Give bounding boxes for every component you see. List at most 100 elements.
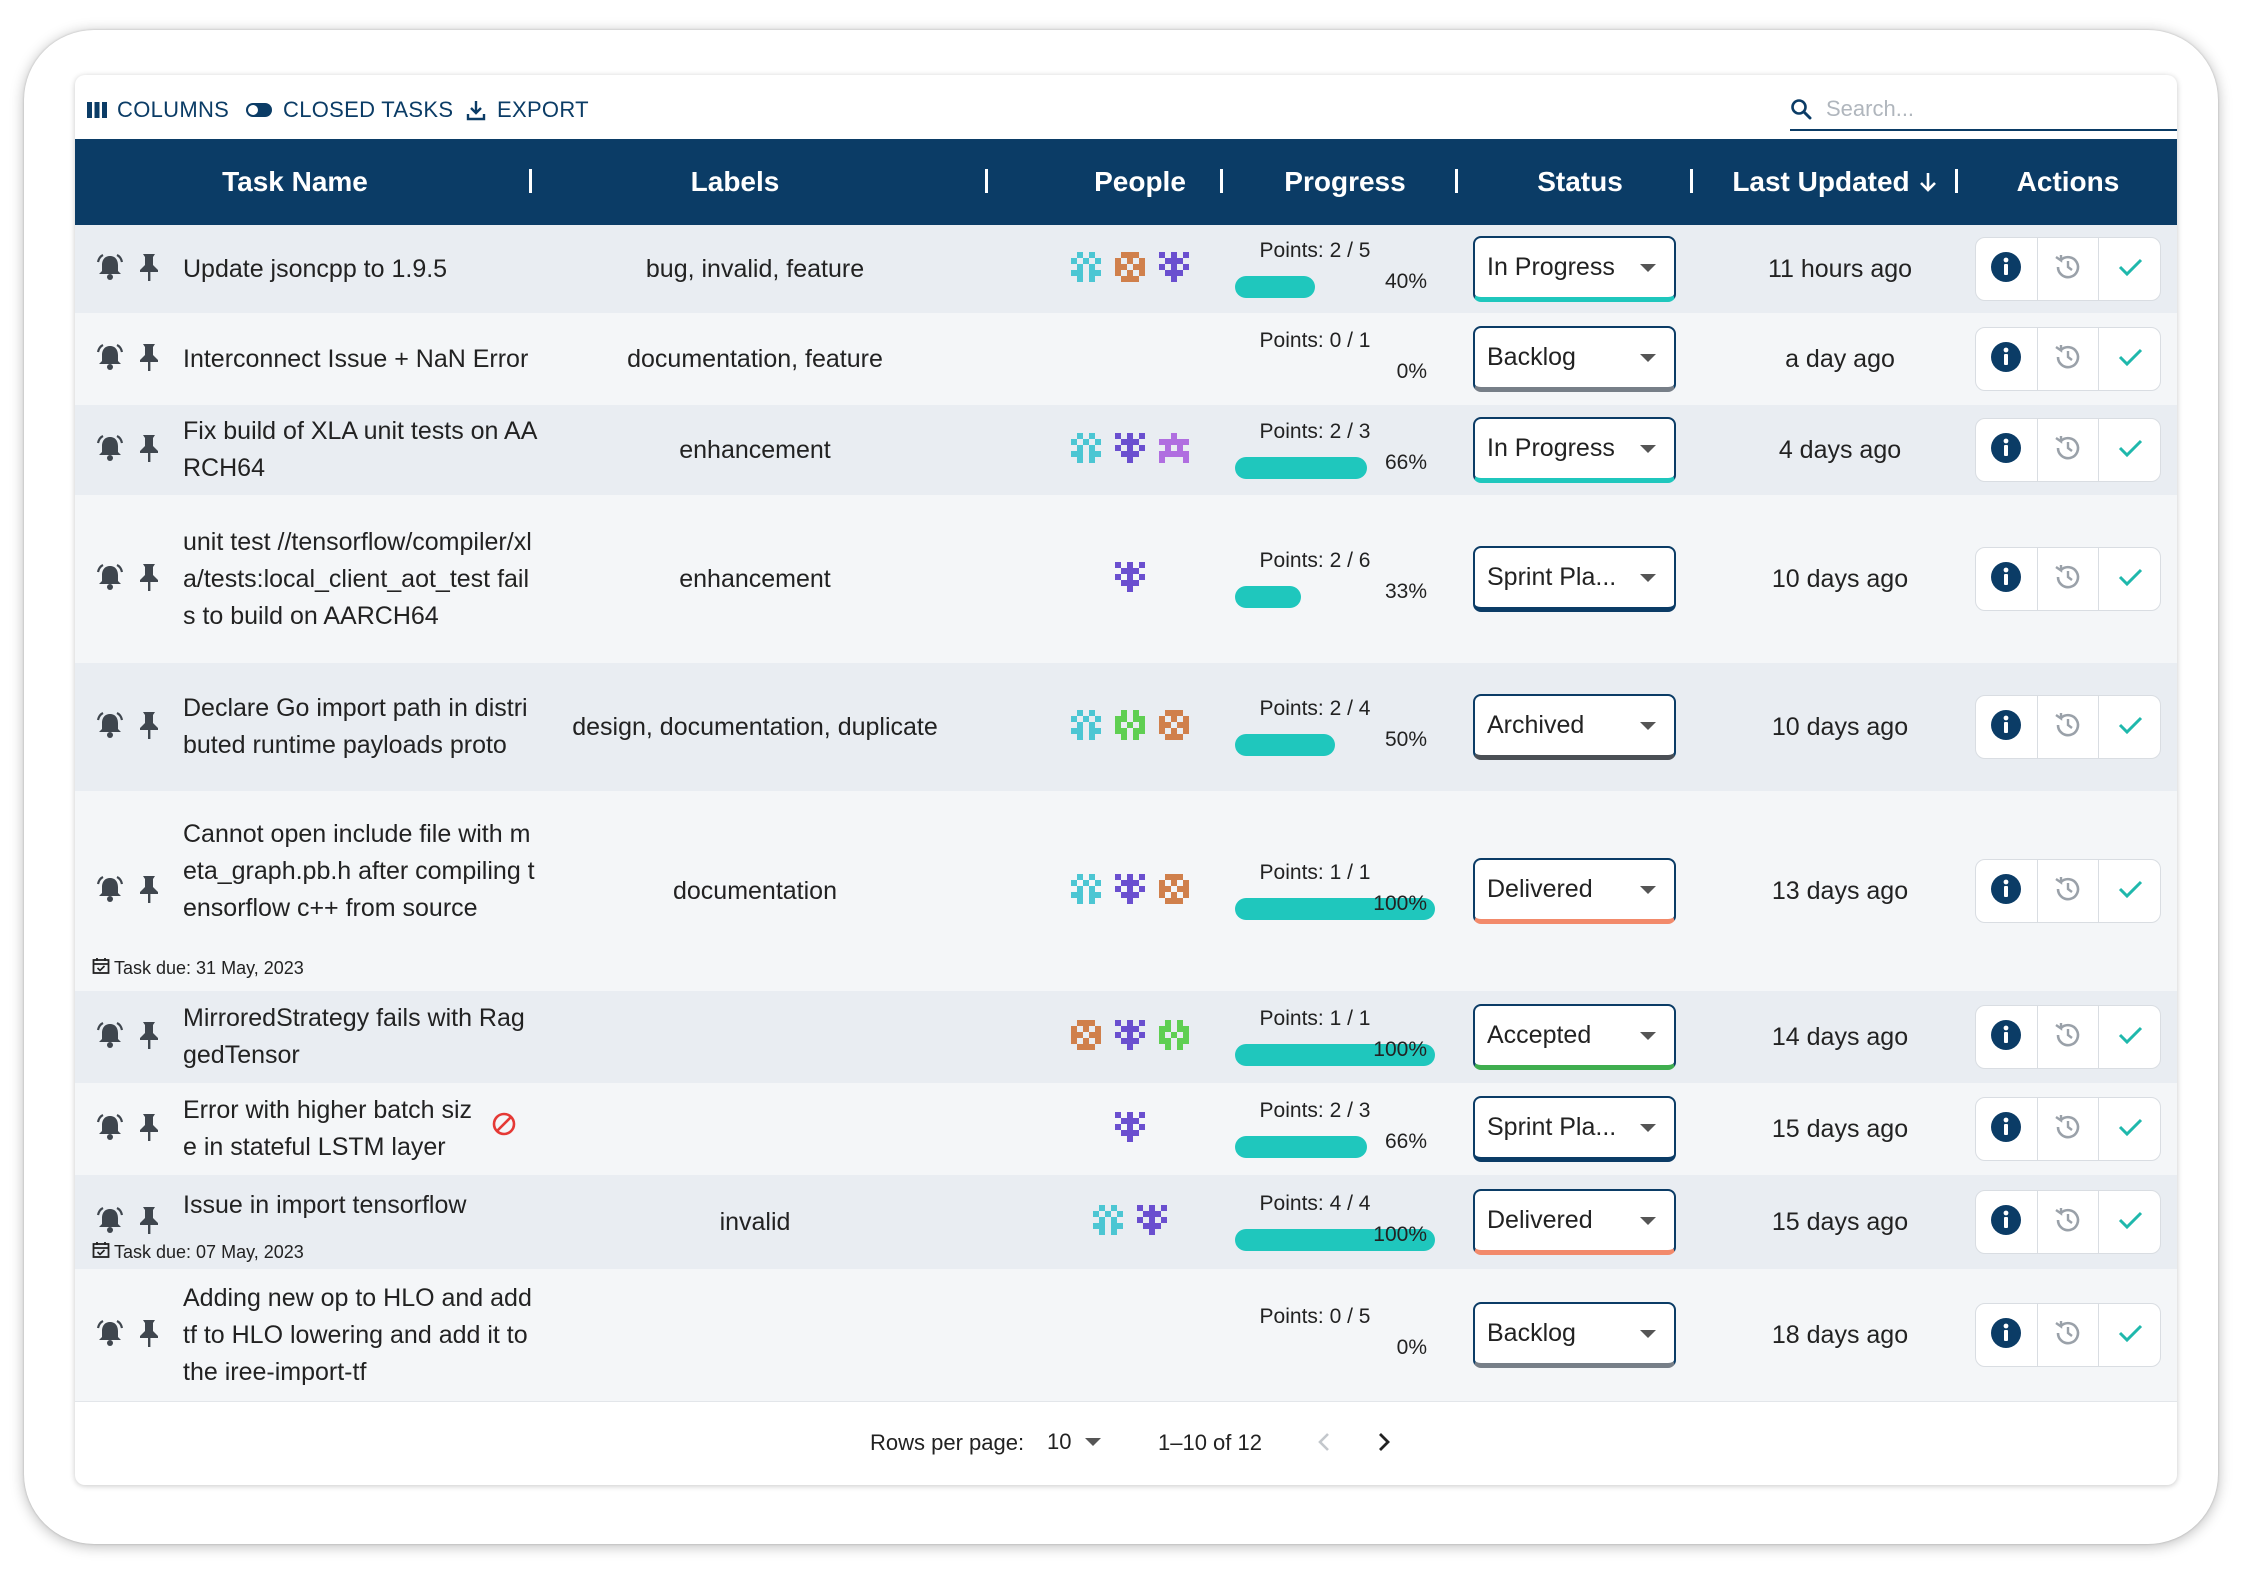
header-people[interactable]: People <box>1055 139 1225 225</box>
status-select[interactable]: Delivered <box>1473 858 1676 924</box>
task-name[interactable]: Error with higher batch size in stateful… <box>183 1096 473 1161</box>
pin-icon[interactable] <box>137 710 161 745</box>
history-button[interactable] <box>2036 419 2099 481</box>
header-task-name[interactable]: Task Name <box>145 139 445 225</box>
avatar[interactable] <box>1158 873 1190 910</box>
header-last-updated[interactable]: Last Updated <box>1710 139 1960 225</box>
status-select[interactable]: Delivered <box>1473 1189 1676 1255</box>
bell-icon[interactable] <box>95 433 125 468</box>
column-resize-handle[interactable] <box>529 169 532 193</box>
pin-icon[interactable] <box>137 1020 161 1055</box>
search-input[interactable] <box>1824 95 2128 123</box>
complete-button[interactable] <box>2098 1191 2160 1253</box>
history-button[interactable] <box>2036 1098 2099 1160</box>
info-button[interactable] <box>1976 1191 2037 1253</box>
task-name[interactable]: Update jsoncpp to 1.9.5 <box>183 254 448 283</box>
bell-icon[interactable] <box>95 1205 125 1240</box>
task-name[interactable]: unit test //tensorflow/compiler/xla/test… <box>183 527 532 630</box>
history-button[interactable] <box>2036 860 2099 922</box>
complete-button[interactable] <box>2098 238 2160 300</box>
column-resize-handle[interactable] <box>1455 169 1458 193</box>
task-name[interactable]: Interconnect Issue + NaN Error <box>183 344 529 373</box>
avatar[interactable] <box>1114 1019 1146 1056</box>
next-page-icon[interactable] <box>1373 1430 1393 1454</box>
complete-button[interactable] <box>2098 328 2160 390</box>
history-button[interactable] <box>2036 1304 2099 1366</box>
history-button[interactable] <box>2036 1191 2099 1253</box>
history-button[interactable] <box>2036 548 2099 610</box>
status-select[interactable]: In Progress <box>1473 236 1676 302</box>
bell-icon[interactable] <box>95 252 125 287</box>
task-name[interactable]: Fix build of XLA unit tests on AARCH64 <box>183 417 538 482</box>
rows-per-page-select[interactable]: 10 <box>1047 1426 1102 1458</box>
avatar[interactable] <box>1136 1204 1168 1241</box>
pin-icon[interactable] <box>137 874 161 909</box>
avatar[interactable] <box>1114 251 1146 288</box>
info-button[interactable] <box>1976 696 2037 758</box>
info-button[interactable] <box>1976 238 2037 300</box>
header-progress[interactable]: Progress <box>1255 139 1435 225</box>
task-name[interactable]: Issue in import tensorflow <box>183 1190 467 1219</box>
previous-page-icon[interactable] <box>1315 1430 1335 1454</box>
history-button[interactable] <box>2036 328 2099 390</box>
export-button[interactable]: EXPORT <box>465 95 589 125</box>
avatar[interactable] <box>1070 432 1102 469</box>
header-status[interactable]: Status <box>1495 139 1665 225</box>
sort-descending-icon[interactable] <box>1918 171 1938 193</box>
avatar[interactable] <box>1114 561 1146 598</box>
pin-icon[interactable] <box>137 433 161 468</box>
avatar[interactable] <box>1114 873 1146 910</box>
pin-icon[interactable] <box>137 252 161 287</box>
status-select[interactable]: Backlog <box>1473 1302 1676 1368</box>
avatar[interactable] <box>1158 432 1190 469</box>
columns-button[interactable]: COLUMNS <box>87 95 229 125</box>
bell-icon[interactable] <box>95 562 125 597</box>
avatar[interactable] <box>1070 873 1102 910</box>
pin-icon[interactable] <box>137 1318 161 1353</box>
info-button[interactable] <box>1976 1098 2037 1160</box>
avatar[interactable] <box>1092 1204 1124 1241</box>
history-button[interactable] <box>2036 1006 2099 1068</box>
complete-button[interactable] <box>2098 860 2160 922</box>
task-name[interactable]: Cannot open include file with meta_graph… <box>183 819 535 922</box>
status-select[interactable]: Backlog <box>1473 326 1676 392</box>
avatar[interactable] <box>1070 251 1102 288</box>
task-name[interactable]: MirroredStrategy fails with RaggedTensor <box>183 1004 525 1069</box>
task-name[interactable]: Adding new op to HLO and add tf to HLO l… <box>183 1283 532 1386</box>
column-resize-handle[interactable] <box>1955 169 1958 193</box>
column-resize-handle[interactable] <box>985 169 988 193</box>
history-button[interactable] <box>2036 696 2099 758</box>
status-select[interactable]: Sprint Pla... <box>1473 1096 1676 1162</box>
status-select[interactable]: In Progress <box>1473 417 1676 483</box>
bell-icon[interactable] <box>95 342 125 377</box>
avatar[interactable] <box>1158 709 1190 746</box>
bell-icon[interactable] <box>95 1020 125 1055</box>
pin-icon[interactable] <box>137 1112 161 1147</box>
avatar[interactable] <box>1070 1019 1102 1056</box>
bell-icon[interactable] <box>95 1112 125 1147</box>
info-button[interactable] <box>1976 1304 2037 1366</box>
status-select[interactable]: Archived <box>1473 694 1676 760</box>
avatar[interactable] <box>1114 1111 1146 1148</box>
closed-tasks-toggle[interactable]: CLOSED TASKS <box>245 95 453 125</box>
complete-button[interactable] <box>2098 419 2160 481</box>
status-select[interactable]: Accepted <box>1473 1004 1676 1070</box>
complete-button[interactable] <box>2098 1006 2160 1068</box>
task-name[interactable]: Declare Go import path in distributed ru… <box>183 694 528 759</box>
column-resize-handle[interactable] <box>1220 169 1223 193</box>
complete-button[interactable] <box>2098 548 2160 610</box>
pin-icon[interactable] <box>137 342 161 377</box>
pin-icon[interactable] <box>137 1205 161 1240</box>
bell-icon[interactable] <box>95 1318 125 1353</box>
pin-icon[interactable] <box>137 562 161 597</box>
status-select[interactable]: Sprint Pla... <box>1473 546 1676 612</box>
info-button[interactable] <box>1976 860 2037 922</box>
bell-icon[interactable] <box>95 710 125 745</box>
info-button[interactable] <box>1976 548 2037 610</box>
info-button[interactable] <box>1976 328 2037 390</box>
info-button[interactable] <box>1976 419 2037 481</box>
info-button[interactable] <box>1976 1006 2037 1068</box>
avatar[interactable] <box>1158 1019 1190 1056</box>
avatar[interactable] <box>1070 709 1102 746</box>
avatar[interactable] <box>1114 432 1146 469</box>
